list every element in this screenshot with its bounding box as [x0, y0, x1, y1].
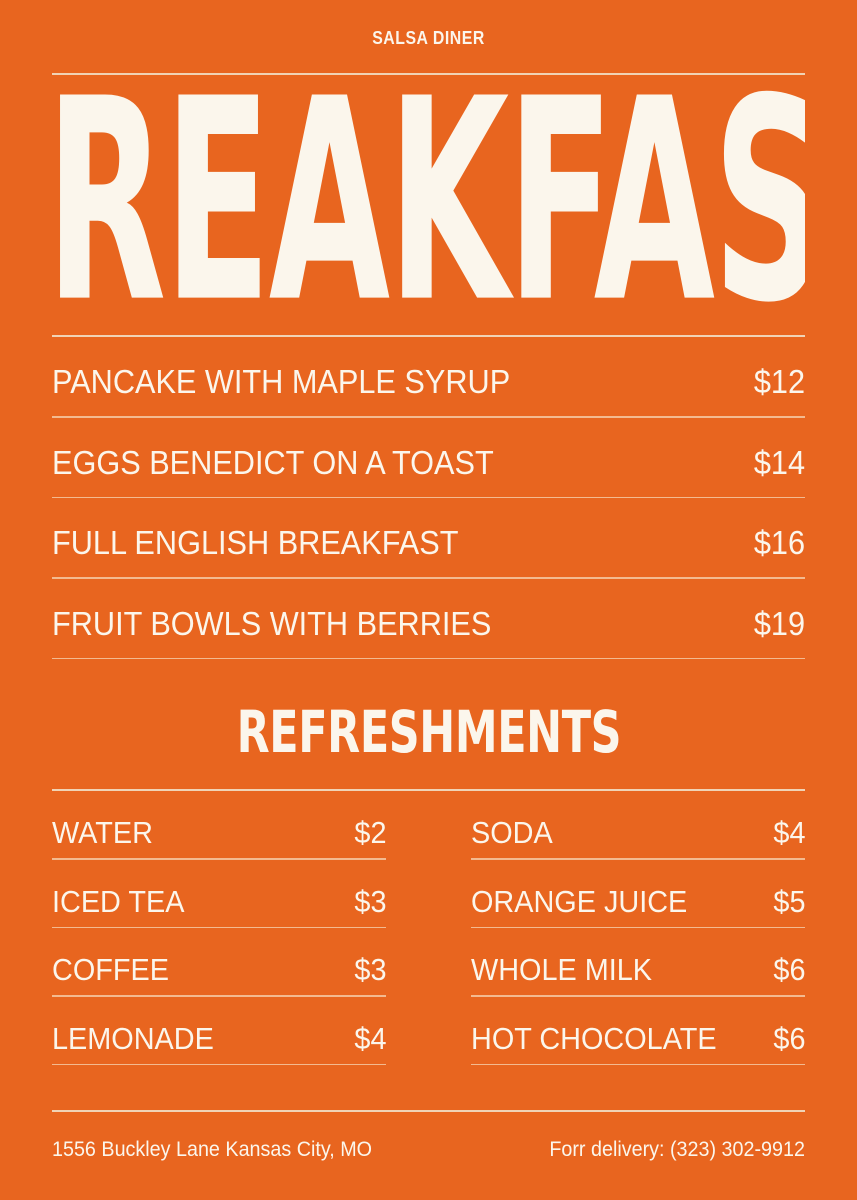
menu-item-row: PANCAKE WITH MAPLE SYRUP $12: [52, 337, 805, 416]
hero-divider: [52, 335, 805, 337]
row-divider: [52, 657, 805, 659]
footer: 1556 Buckley Lane Kansas City, MO Forr d…: [52, 1112, 805, 1162]
hero-title-area: BREAKFAST: [52, 77, 805, 329]
drink-item-price: $6: [772, 952, 805, 987]
menu-item-name: FRUIT BOWLS WITH BERRIES: [52, 604, 492, 642]
refreshments-right-column: SODA $4 ORANGE JUICE $5 WHOLE MILK $6 HO…: [471, 791, 805, 1065]
row-divider: [52, 858, 386, 860]
page-title: BREAKFAST: [52, 77, 805, 329]
menu-item-price: $16: [753, 524, 805, 561]
footer-address: 1556 Buckley Lane Kansas City, MO: [52, 1138, 373, 1161]
drink-item-row: COFFEE $3: [52, 928, 386, 995]
menu-item-row: FULL ENGLISH BREAKFAST $16: [52, 498, 805, 577]
menu-item-name: EGGS BENEDICT ON A TOAST: [52, 443, 494, 481]
row-divider: [471, 995, 805, 997]
row-divider: [52, 926, 386, 928]
menu-item-price: $19: [753, 604, 805, 642]
drink-item-name: HOT CHOCOLATE: [471, 1020, 717, 1056]
drink-item-price: $3: [353, 883, 386, 919]
drink-item-price: $2: [353, 815, 386, 850]
drink-item-row: WATER $2: [52, 791, 386, 858]
section-title: REFRESHMENTS: [236, 698, 621, 766]
menu-item-price: $12: [753, 363, 805, 400]
breakfast-list: PANCAKE WITH MAPLE SYRUP $12 EGGS BENEDI…: [52, 337, 805, 659]
drink-item-price: $5: [772, 883, 805, 919]
drink-item-price: $4: [353, 1020, 386, 1056]
drink-item-row: ICED TEA $3: [52, 860, 386, 927]
drink-item-name: WATER: [52, 815, 153, 850]
row-divider: [52, 577, 805, 579]
drink-item-name: ICED TEA: [52, 883, 185, 919]
menu-item-row: EGGS BENEDICT ON A TOAST $14: [52, 418, 805, 497]
row-divider: [52, 496, 805, 498]
drink-item-row: HOT CHOCOLATE $6: [471, 997, 805, 1064]
row-divider: [52, 1063, 386, 1065]
drink-item-row: LEMONADE $4: [52, 997, 386, 1064]
drink-item-price: $4: [772, 815, 805, 850]
row-divider: [52, 416, 805, 418]
menu-item-price: $14: [753, 443, 805, 481]
footer-delivery-phone: Forr delivery: (323) 302-9912: [549, 1138, 805, 1161]
refreshments-divider: [52, 789, 805, 791]
footer-divider: [52, 1110, 805, 1112]
menu-item-row: FRUIT BOWLS WITH BERRIES $19: [52, 579, 805, 658]
drink-item-name: ORANGE JUICE: [471, 883, 688, 919]
drink-item-name: LEMONADE: [52, 1020, 214, 1056]
row-divider: [471, 858, 805, 860]
brand-name: SALSA DINER: [372, 28, 485, 48]
refreshments-left-column: WATER $2 ICED TEA $3 COFFEE $3 LEMONADE …: [52, 791, 386, 1065]
drink-item-row: SODA $4: [471, 791, 805, 858]
drink-item-row: WHOLE MILK $6: [471, 928, 805, 995]
menu-item-name: FULL ENGLISH BREAKFAST: [52, 524, 459, 561]
header-divider: [52, 73, 805, 75]
refreshments-header: REFRESHMENTS: [52, 659, 805, 777]
drink-item-row: ORANGE JUICE $5: [471, 860, 805, 927]
row-divider: [471, 1063, 805, 1065]
drink-item-price: $3: [353, 952, 386, 987]
row-divider: [471, 926, 805, 928]
menu-item-name: PANCAKE WITH MAPLE SYRUP: [52, 363, 511, 400]
drink-item-name: COFFEE: [52, 952, 169, 987]
footer-area: 1556 Buckley Lane Kansas City, MO Forr d…: [52, 1110, 805, 1162]
refreshments-columns: WATER $2 ICED TEA $3 COFFEE $3 LEMONADE …: [52, 791, 805, 1065]
drink-item-name: SODA: [471, 815, 553, 850]
drink-item-price: $6: [772, 1020, 805, 1056]
drink-item-name: WHOLE MILK: [471, 952, 653, 987]
row-divider: [52, 995, 386, 997]
